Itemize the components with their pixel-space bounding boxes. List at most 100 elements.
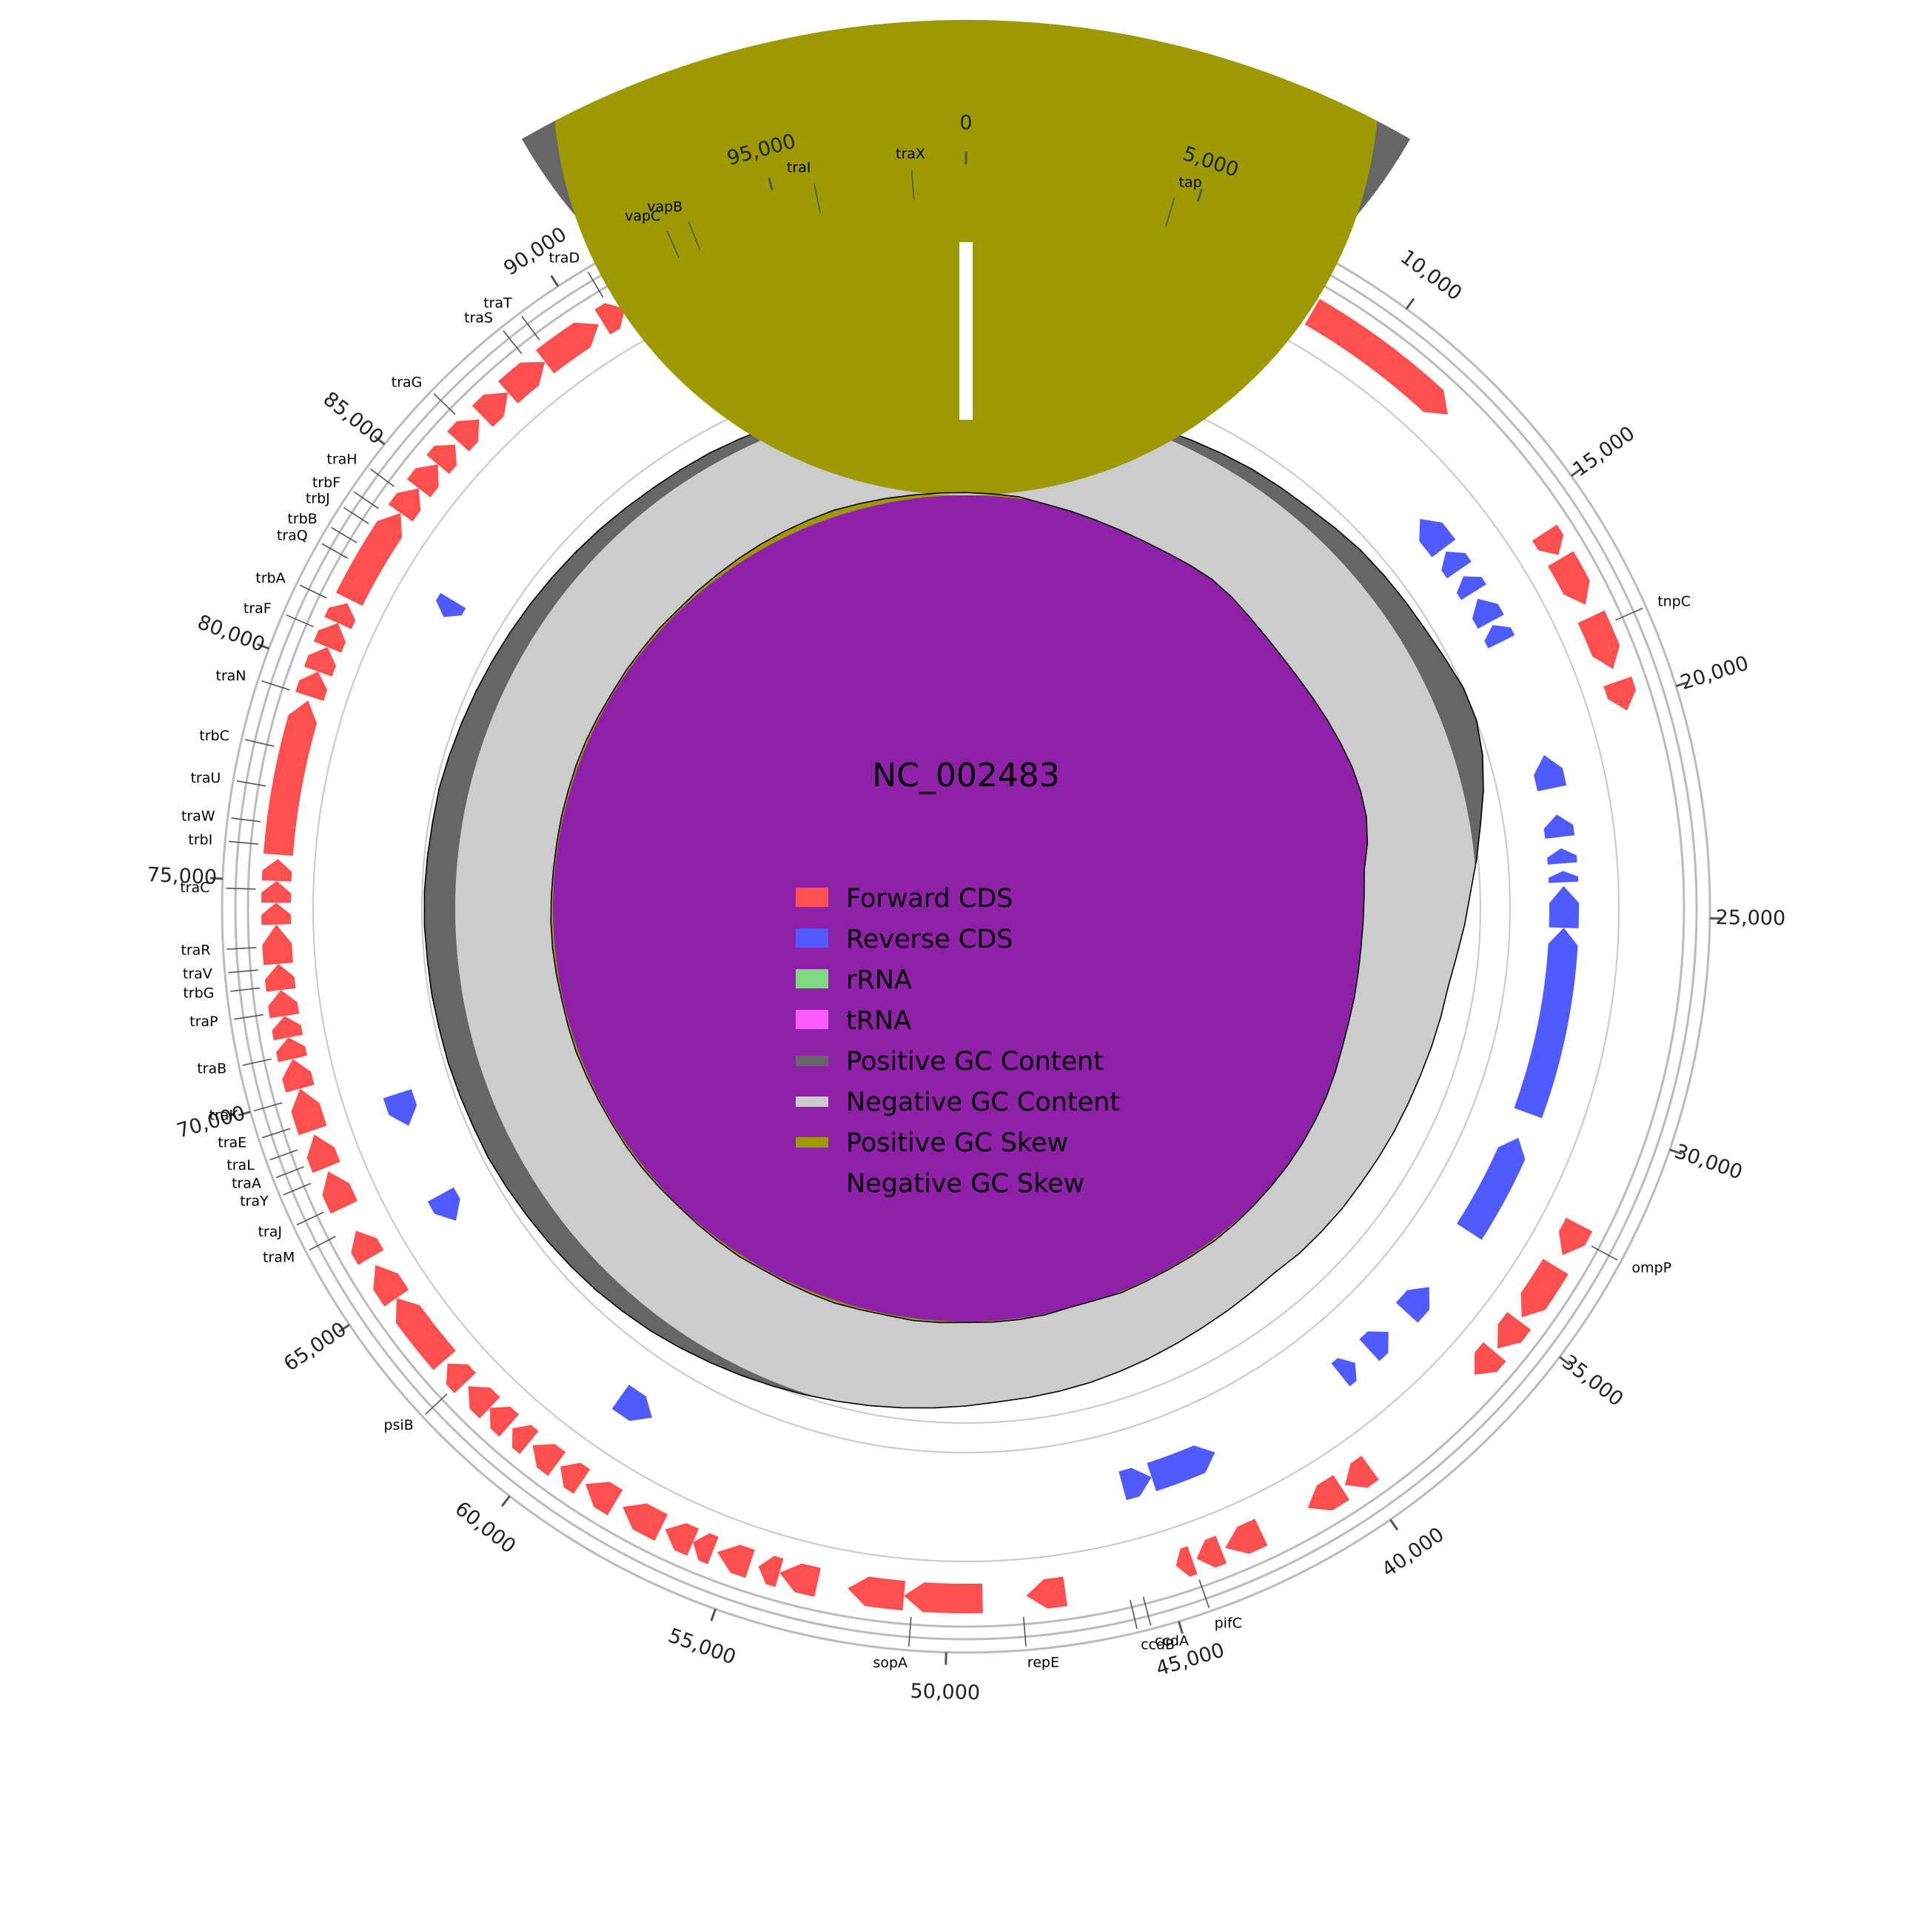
reverse-cds-arrow xyxy=(1395,1287,1430,1323)
gene-label-leader xyxy=(286,614,314,628)
forward-cds-arrow xyxy=(468,1386,500,1419)
gene-label-leader xyxy=(1130,1599,1138,1630)
tick-label: 10,000 xyxy=(1396,246,1466,306)
gene-label-leader xyxy=(226,887,256,890)
gene-label-leader xyxy=(269,1149,298,1161)
forward-cds-arrow xyxy=(261,903,292,925)
legend-label: tRNA xyxy=(846,1006,911,1036)
gene-label-leader xyxy=(343,506,369,524)
tick-label: 25,000 xyxy=(1715,906,1785,930)
forward-cds-arrow xyxy=(426,444,457,475)
gene-label-leader xyxy=(296,1211,324,1226)
forward-cds-arrow xyxy=(322,1171,358,1214)
reverse-cds-arrow xyxy=(1547,848,1577,865)
forward-cds-arrow xyxy=(693,1533,719,1564)
gene-label: traL xyxy=(227,1157,255,1174)
forward-cds-arrow xyxy=(1520,1259,1569,1318)
gene-label: traG xyxy=(392,375,423,391)
gene-label: traB xyxy=(197,1061,227,1077)
tick-label: 75,000 xyxy=(147,863,218,889)
forward-cds-arrow xyxy=(395,1298,456,1370)
reverse-cds-arrow xyxy=(1484,625,1515,649)
gene-label: trbG xyxy=(183,985,214,1001)
gene-label-leader xyxy=(1591,1245,1618,1261)
gene-label: traC xyxy=(180,880,209,896)
tick-mark xyxy=(1570,467,1583,478)
gene-label-leader xyxy=(227,947,257,950)
gene-label: repE xyxy=(1027,1655,1059,1671)
tick-mark xyxy=(710,1608,717,1621)
legend-swatch xyxy=(796,1010,828,1029)
tick-mark xyxy=(256,643,269,650)
forward-cds-arrow xyxy=(261,859,292,882)
gene-label: traD xyxy=(549,250,580,266)
gene-label: traV xyxy=(183,966,212,982)
reverse-cds-arrow xyxy=(1543,814,1575,839)
tick-mark xyxy=(338,1323,350,1333)
forward-cds-arrow xyxy=(585,1482,623,1516)
gene-label: vapB xyxy=(647,198,682,215)
forward-cds-arrow xyxy=(447,419,480,452)
forward-cds-arrow xyxy=(1225,1519,1268,1554)
gene-label-leader xyxy=(503,330,523,355)
forward-cds-arrow xyxy=(268,990,300,1019)
forward-cds-arrow xyxy=(282,1059,315,1093)
tick-label: 50,000 xyxy=(910,1680,980,1705)
gene-label: trbJ xyxy=(306,491,330,507)
forward-cds-arrow xyxy=(489,1407,520,1437)
gene-label-leader xyxy=(321,543,349,559)
legend-label: Positive GC Skew xyxy=(846,1128,1068,1158)
gene-label-leader xyxy=(300,584,327,599)
reverse-cds-arrow xyxy=(383,1089,417,1126)
forward-cds-arrow xyxy=(1345,1456,1379,1488)
forward-cds-arrow xyxy=(758,1556,784,1587)
gene-label-leader xyxy=(666,230,680,259)
gene-label: tnpC xyxy=(1657,594,1691,610)
gene-label-leader xyxy=(1615,607,1643,621)
legend-swatch xyxy=(796,928,828,948)
forward-cds-arrow xyxy=(536,322,599,374)
legend-label: Reverse CDS xyxy=(846,925,1013,954)
gene-label: trbF xyxy=(312,475,341,491)
gene-label: traY xyxy=(240,1193,269,1209)
reverse-cds-arrow xyxy=(1359,1331,1389,1362)
gene-label: trbI xyxy=(188,832,212,848)
forward-cds-arrow xyxy=(1196,1536,1227,1568)
gene-label: traN xyxy=(215,668,246,684)
forward-cds-arrow xyxy=(324,603,356,629)
gene-label-leader xyxy=(231,817,261,823)
gene-label: trbA xyxy=(255,570,285,586)
reverse-cds-arrow xyxy=(1147,1445,1215,1492)
legend-label: Positive GC Content xyxy=(846,1047,1104,1077)
gene-label: traA xyxy=(232,1175,261,1191)
gene-label: traF xyxy=(244,600,272,617)
gene-label-leader xyxy=(814,184,821,213)
legend: Forward CDS Reverse CDS rRNA tRNA Positive G… xyxy=(796,884,1120,1199)
gene-label: psiB xyxy=(383,1417,413,1433)
forward-cds-arrow xyxy=(717,1544,755,1578)
tick-mark xyxy=(768,177,774,191)
legend-swatch xyxy=(796,1178,828,1188)
gene-label-leader xyxy=(369,468,395,487)
gene-label: tap xyxy=(1179,174,1202,190)
gene-label-leader xyxy=(331,526,358,543)
gene-label: traP xyxy=(189,1014,218,1030)
tick-mark xyxy=(238,1111,251,1116)
tick-label: 40,000 xyxy=(1378,1523,1448,1581)
forward-cds-arrow xyxy=(1577,610,1620,669)
gene-label-leader xyxy=(229,840,259,845)
reverse-cds-arrow xyxy=(1472,598,1504,629)
forward-cds-arrow xyxy=(560,1462,591,1494)
gene-label-leader xyxy=(1142,1596,1152,1626)
forward-cds-arrow xyxy=(848,1576,905,1611)
gene-label: traS xyxy=(464,309,493,326)
tick-mark xyxy=(1558,1356,1571,1366)
reverse-cds-arrow xyxy=(1514,928,1578,1119)
reverse-cds-arrow xyxy=(436,592,466,617)
tick-mark xyxy=(500,1495,511,1507)
gc-skew-outline xyxy=(550,492,1369,1324)
forward-cds-arrow xyxy=(497,361,546,404)
gene-label: traM xyxy=(263,1250,295,1266)
forward-cds-arrow xyxy=(291,1088,327,1136)
reverse-cds-arrow xyxy=(1331,1358,1357,1387)
